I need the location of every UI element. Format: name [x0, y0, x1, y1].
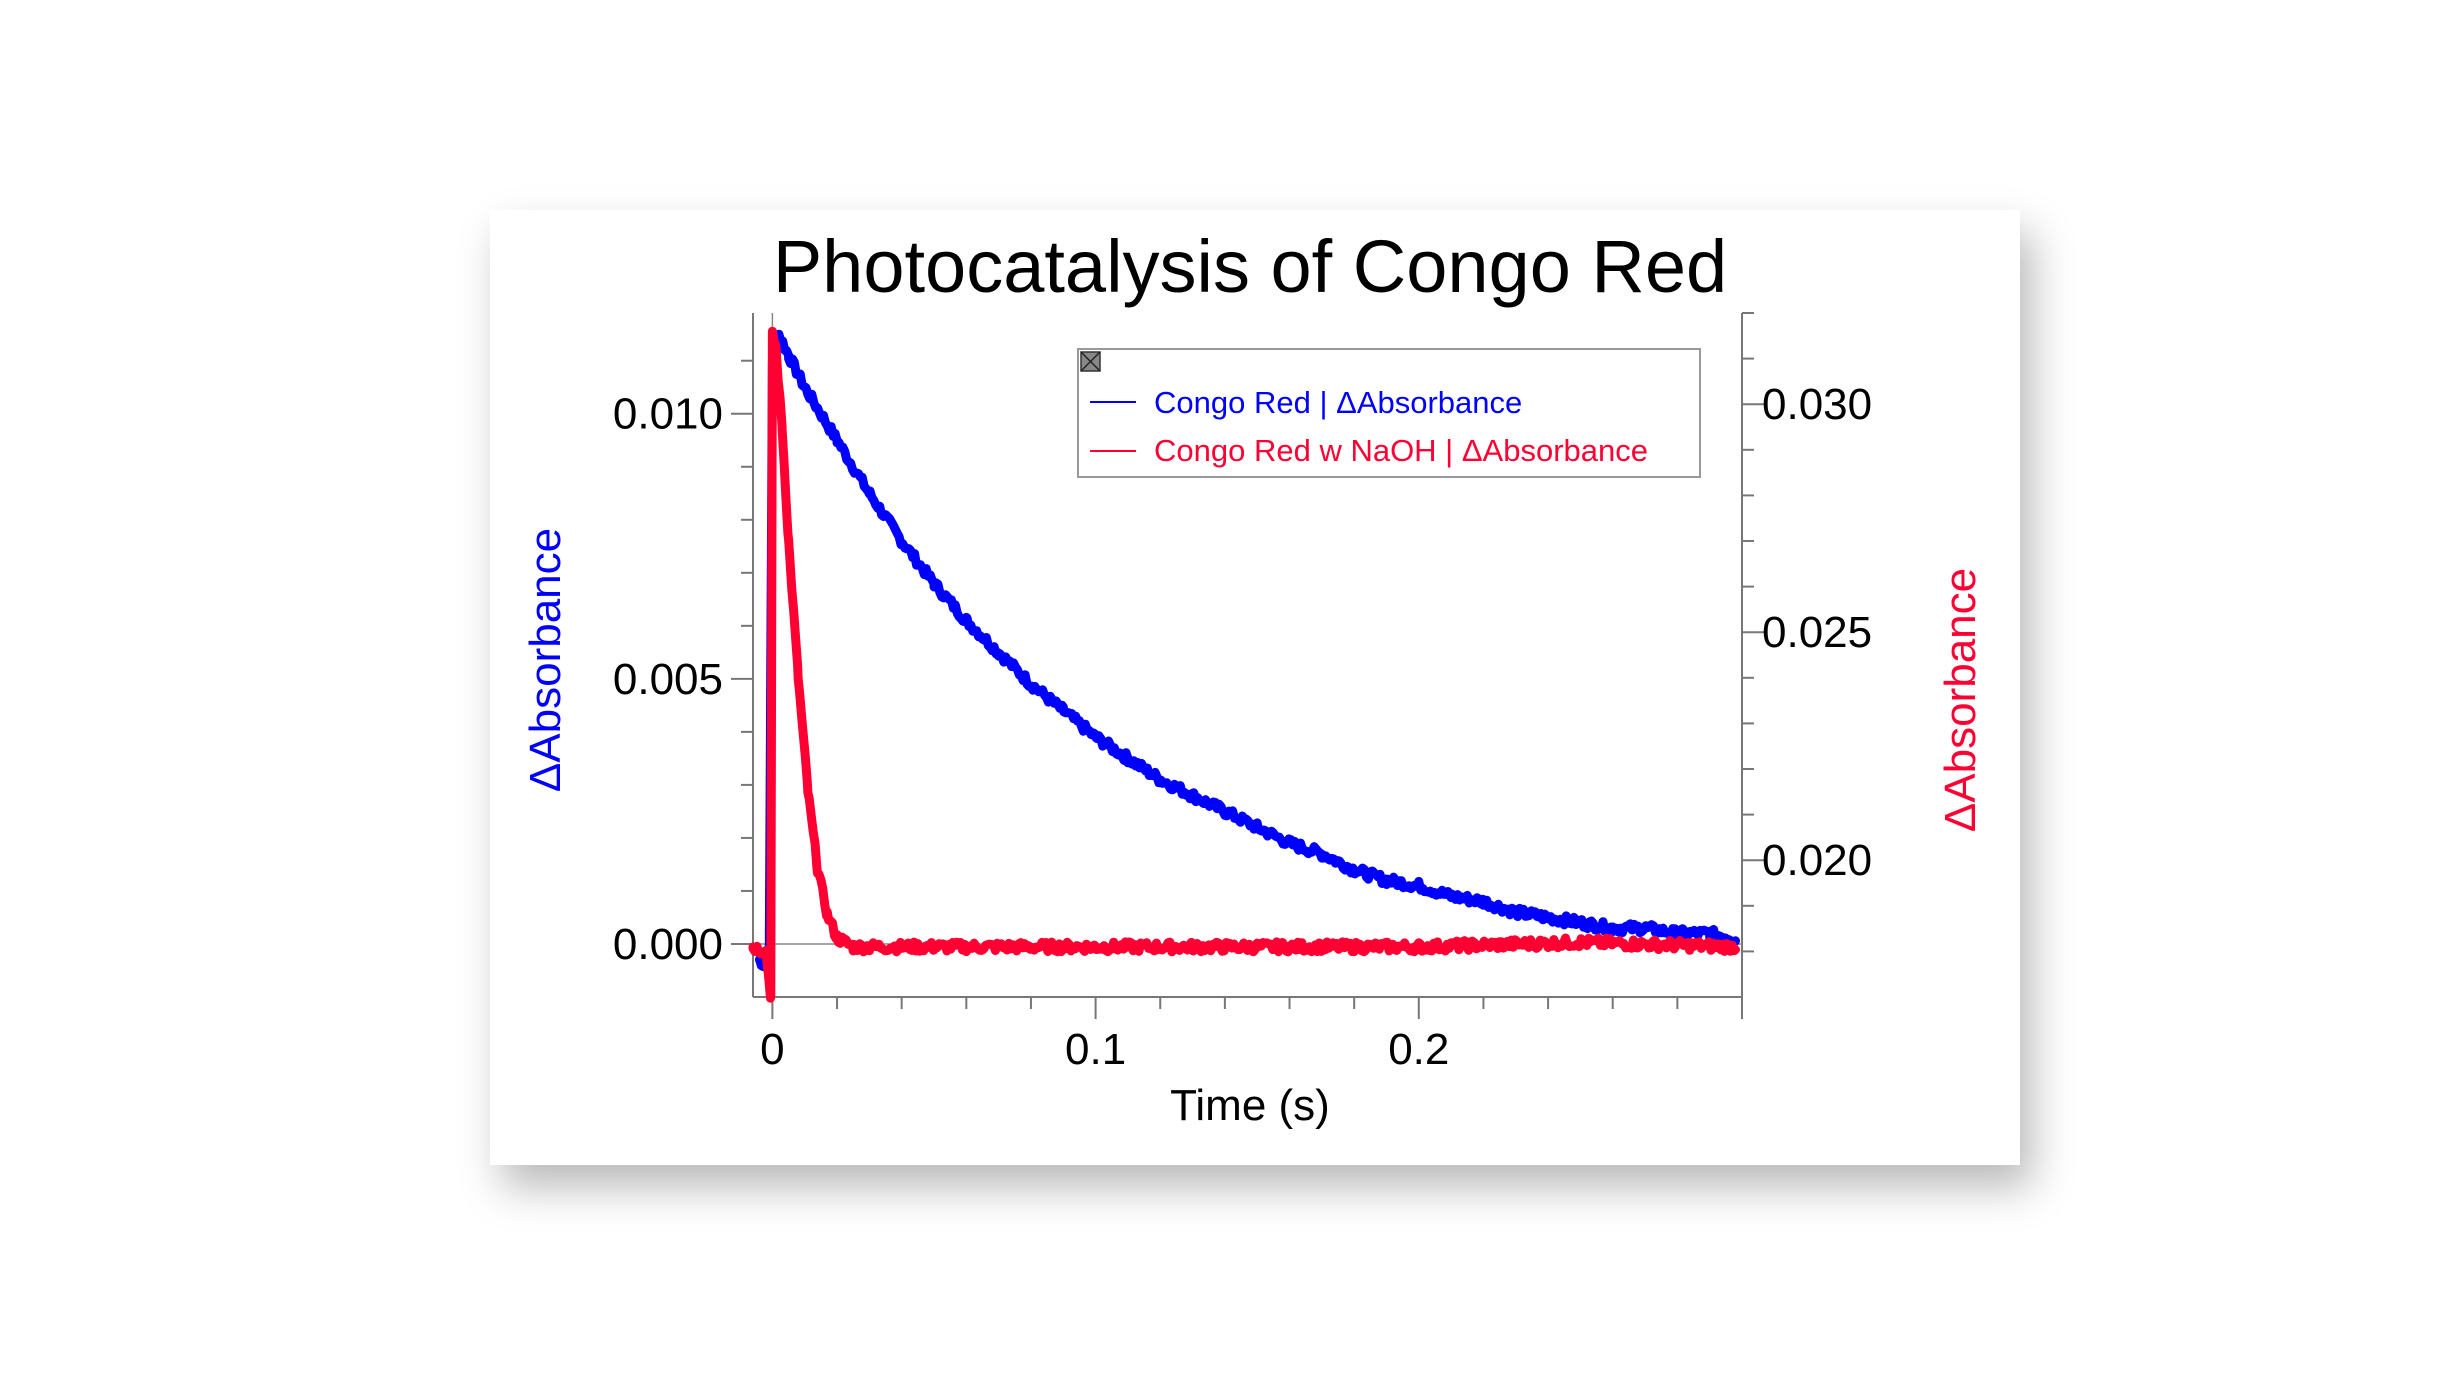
y-left-tick-label: 0.005: [613, 655, 723, 704]
y-axis-left-label: ΔAbsorbance: [521, 528, 570, 792]
y-right-tick-label: 0.025: [1762, 608, 1872, 657]
y-axis-left: 0.000 0.005 0.010: [613, 359, 753, 969]
series-congo-red-line: [755, 329, 1740, 979]
y-axis-right: 0.020 0.025 0.030: [1742, 312, 1872, 953]
legend-label-congo-red-naoh: Congo Red w NaOH | ΔAbsorbance: [1154, 433, 1648, 468]
x-tick-label: 0.2: [1388, 1025, 1449, 1074]
legend: Congo Red | ΔAbsorbance Congo Red w NaOH…: [1077, 348, 1701, 478]
x-tick-label: 0: [760, 1025, 784, 1074]
x-tick-label: 0.1: [1065, 1025, 1126, 1074]
legend-label-congo-red: Congo Red | ΔAbsorbance: [1154, 385, 1522, 420]
chart-title: Photocatalysis of Congo Red: [773, 225, 1727, 308]
legend-box: [1077, 348, 1701, 478]
y-left-tick-label: 0.000: [613, 920, 723, 969]
x-axis-label: Time (s): [1170, 1081, 1330, 1130]
y-left-tick-label: 0.010: [613, 390, 723, 439]
y-right-tick-label: 0.030: [1762, 380, 1872, 429]
x-axis: 0 0.1 0.2: [760, 997, 1743, 1074]
legend-close-icon-stroke-b: [1080, 351, 1101, 372]
y-axis-right-label: ΔAbsorbance: [1936, 568, 1985, 832]
series-layer: [748, 326, 1740, 1003]
y-right-tick-label: 0.020: [1762, 836, 1872, 885]
series-congo-red-naoh-line: [748, 326, 1740, 1003]
